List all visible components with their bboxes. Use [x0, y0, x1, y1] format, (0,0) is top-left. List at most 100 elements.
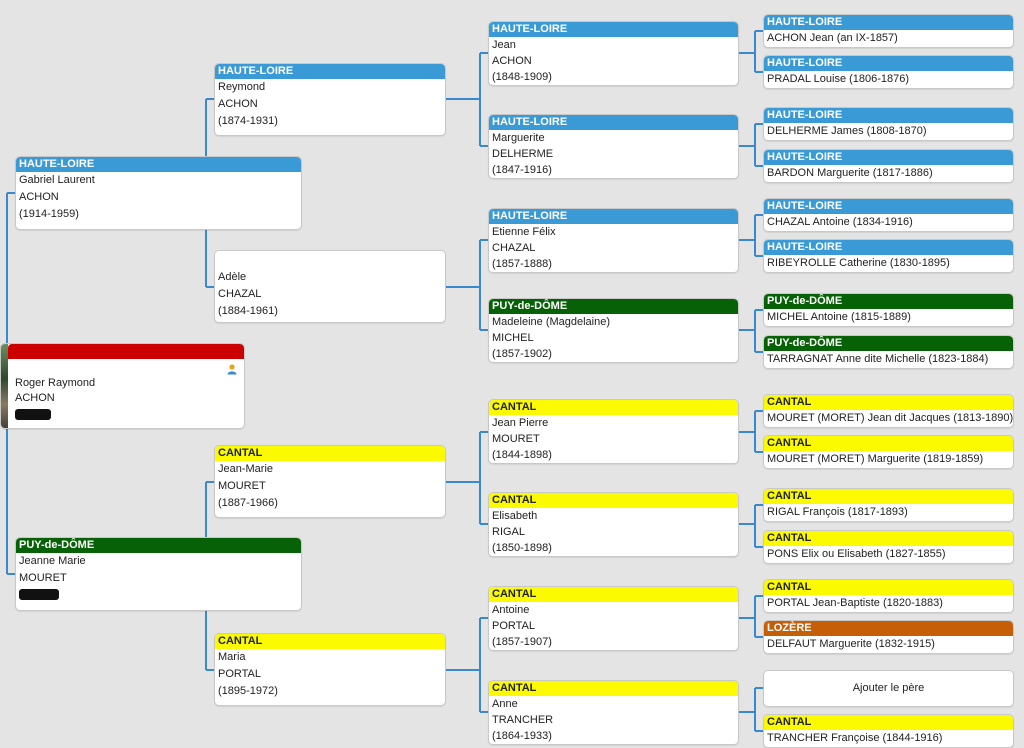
given-name: Elisabeth — [492, 510, 538, 522]
person-card-gen4[interactable]: CANTAL MOURET (MORET) Jean dit Jacques (… — [763, 394, 1014, 428]
person-card-gen4[interactable]: HAUTE-LOIRE RIBEYROLLE Catherine (1830-1… — [763, 239, 1014, 273]
person-name-dates: MICHEL Antoine (1815-1889) — [767, 311, 911, 323]
region-badge: CANTAL — [764, 436, 1013, 451]
person-card-gen4[interactable]: PUY-de-DÔME MICHEL Antoine (1815-1889) — [763, 293, 1014, 327]
given-name: Maria — [218, 651, 246, 663]
life-dates: (1848-1909) — [492, 71, 552, 83]
person-name-dates: MOURET (MORET) Jean dit Jacques (1813-18… — [767, 412, 1013, 424]
life-dates: (1857-1907) — [492, 636, 552, 648]
surname: ACHON — [218, 98, 258, 110]
connector-line — [739, 309, 763, 353]
person-card-gen3[interactable]: CANTAL Elisabeth RIGAL (1850-1898) — [488, 492, 739, 557]
region-badge: PUY-de-DÔME — [16, 538, 301, 553]
person-card-gen4[interactable]: PUY-de-DÔME TARRAGNAT Anne dite Michelle… — [763, 335, 1014, 369]
person-name-dates: DELFAUT Marguerite (1832-1915) — [767, 638, 935, 650]
region-badge: HAUTE-LOIRE — [764, 15, 1013, 30]
region-badge: CANTAL — [489, 493, 738, 508]
connector-line — [739, 123, 763, 167]
person-card-gen4[interactable]: LOZÈRE DELFAUT Marguerite (1832-1915) — [763, 620, 1014, 654]
given-name: Etienne Félix — [492, 226, 556, 238]
connector-line — [739, 214, 763, 257]
person-card-gen3[interactable]: PUY-de-DÔME Madeleine (Magdelaine) MICHE… — [488, 298, 739, 363]
person-name-dates: ACHON Jean (an IX-1857) — [767, 32, 898, 44]
given-name: Anne — [492, 698, 518, 710]
region-badge: PUY-de-DÔME — [764, 294, 1013, 309]
person-card-gen4[interactable]: HAUTE-LOIRE DELHERME James (1808-1870) — [763, 107, 1014, 141]
person-name-dates: TRANCHER Françoise (1844-1916) — [767, 732, 943, 744]
root-name-redacted — [8, 344, 244, 359]
region-badge: HAUTE-LOIRE — [764, 150, 1013, 165]
given-name: Jean Pierre — [492, 417, 549, 429]
connector-line — [739, 687, 763, 732]
person-card-gen3[interactable]: HAUTE-LOIRE Jean ACHON (1848-1909) — [488, 21, 739, 86]
surname: MICHEL — [492, 332, 534, 344]
person-name-dates: MOURET (MORET) Marguerite (1819-1859) — [767, 453, 984, 465]
surname: ACHON — [19, 191, 59, 203]
person-card-gen4[interactable]: CANTAL RIGAL François (1817-1893) — [763, 488, 1014, 522]
life-dates: (1895-1972) — [218, 685, 278, 697]
person-card-gen4[interactable]: HAUTE-LOIRE PRADAL Louise (1806-1876) — [763, 55, 1014, 89]
surname: DELHERME — [492, 148, 554, 160]
root-person-card[interactable]: Roger Raymond ACHON — [0, 343, 245, 429]
region-badge: CANTAL — [215, 446, 445, 461]
surname: MOURET — [19, 572, 67, 584]
life-dates-redacted — [19, 589, 59, 600]
person-card-gen4[interactable]: HAUTE-LOIRE BARDON Marguerite (1817-1886… — [763, 149, 1014, 183]
life-dates: (1884-1961) — [218, 305, 278, 317]
region-badge: HAUTE-LOIRE — [489, 22, 738, 37]
surname: TRANCHER — [492, 714, 554, 726]
person-card-gen4[interactable]: CANTAL PORTAL Jean-Baptiste (1820-1883) — [763, 579, 1014, 613]
connector-line — [739, 410, 763, 453]
region-badge: PUY-de-DÔME — [764, 336, 1013, 351]
region-badge: CANTAL — [215, 634, 445, 649]
person-card-gen3[interactable]: CANTAL Jean Pierre MOURET (1844-1898) — [488, 399, 739, 464]
person-card-gen2[interactable]: Adèle CHAZAL (1884-1961) — [214, 250, 446, 323]
given-name: Madeleine (Magdelaine) — [492, 316, 611, 328]
person-card-gen3[interactable]: CANTAL Antoine PORTAL (1857-1907) — [488, 586, 739, 651]
add-father-label: Ajouter le père — [852, 682, 925, 694]
person-name-dates: BARDON Marguerite (1817-1886) — [767, 167, 933, 179]
region-badge: HAUTE-LOIRE — [764, 56, 1013, 71]
person-card-gen4[interactable]: CANTAL TRANCHER Françoise (1844-1916) — [763, 714, 1014, 748]
surname: ACHON — [492, 55, 532, 67]
person-card-gen2[interactable]: HAUTE-LOIRE Reymond ACHON (1874-1931) — [214, 63, 446, 136]
person-card-gen2[interactable]: CANTAL Jean-Marie MOURET (1887-1966) — [214, 445, 446, 518]
region-badge: CANTAL — [764, 531, 1013, 546]
person-name-dates: RIGAL François (1817-1893) — [767, 506, 908, 518]
surname: PORTAL — [492, 620, 535, 632]
person-card-father[interactable]: HAUTE-LOIRE Gabriel Laurent ACHON (1914-… — [15, 156, 302, 230]
root-dates-redacted — [15, 409, 51, 420]
person-card-mother[interactable]: PUY-de-DÔME Jeanne Marie MOURET — [15, 537, 302, 611]
person-card-gen4[interactable]: HAUTE-LOIRE CHAZAL Antoine (1834-1916) — [763, 198, 1014, 232]
person-name-dates: RIBEYROLLE Catherine (1830-1895) — [767, 257, 950, 269]
add-father-button[interactable]: Ajouter le père — [763, 670, 1014, 707]
region-badge: CANTAL — [489, 587, 738, 602]
region-badge: CANTAL — [764, 715, 1013, 730]
region-badge — [215, 251, 445, 269]
region-badge: HAUTE-LOIRE — [489, 115, 738, 130]
person-icon[interactable] — [226, 363, 238, 375]
surname: MOURET — [218, 480, 266, 492]
surname: CHAZAL — [218, 288, 262, 300]
person-photo — [1, 344, 8, 428]
region-badge: CANTAL — [764, 489, 1013, 504]
person-card-gen2[interactable]: CANTAL Maria PORTAL (1895-1972) — [214, 633, 446, 706]
surname: RIGAL — [492, 526, 526, 538]
person-card-gen3[interactable]: HAUTE-LOIRE Etienne Félix CHAZAL (1857-1… — [488, 208, 739, 273]
connector-line — [739, 30, 763, 73]
person-card-gen4[interactable]: CANTAL MOURET (MORET) Marguerite (1819-1… — [763, 435, 1014, 469]
life-dates: (1874-1931) — [218, 115, 278, 127]
life-dates: (1844-1898) — [492, 449, 552, 461]
region-badge: HAUTE-LOIRE — [16, 157, 301, 172]
person-card-gen4[interactable]: HAUTE-LOIRE ACHON Jean (an IX-1857) — [763, 14, 1014, 48]
root-given-name: Roger Raymond — [15, 377, 96, 389]
person-card-gen3[interactable]: HAUTE-LOIRE Marguerite DELHERME (1847-19… — [488, 114, 739, 179]
life-dates: (1857-1888) — [492, 258, 552, 270]
person-card-gen4[interactable]: CANTAL PONS Elix ou Elisabeth (1827-1855… — [763, 530, 1014, 564]
given-name: Jeanne Marie — [19, 555, 86, 567]
life-dates: (1864-1933) — [492, 730, 552, 742]
given-name: Adèle — [218, 271, 247, 283]
person-name-dates: PONS Elix ou Elisabeth (1827-1855) — [767, 548, 946, 560]
person-card-gen3[interactable]: CANTAL Anne TRANCHER (1864-1933) — [488, 680, 739, 745]
person-name-dates: PORTAL Jean-Baptiste (1820-1883) — [767, 597, 943, 609]
